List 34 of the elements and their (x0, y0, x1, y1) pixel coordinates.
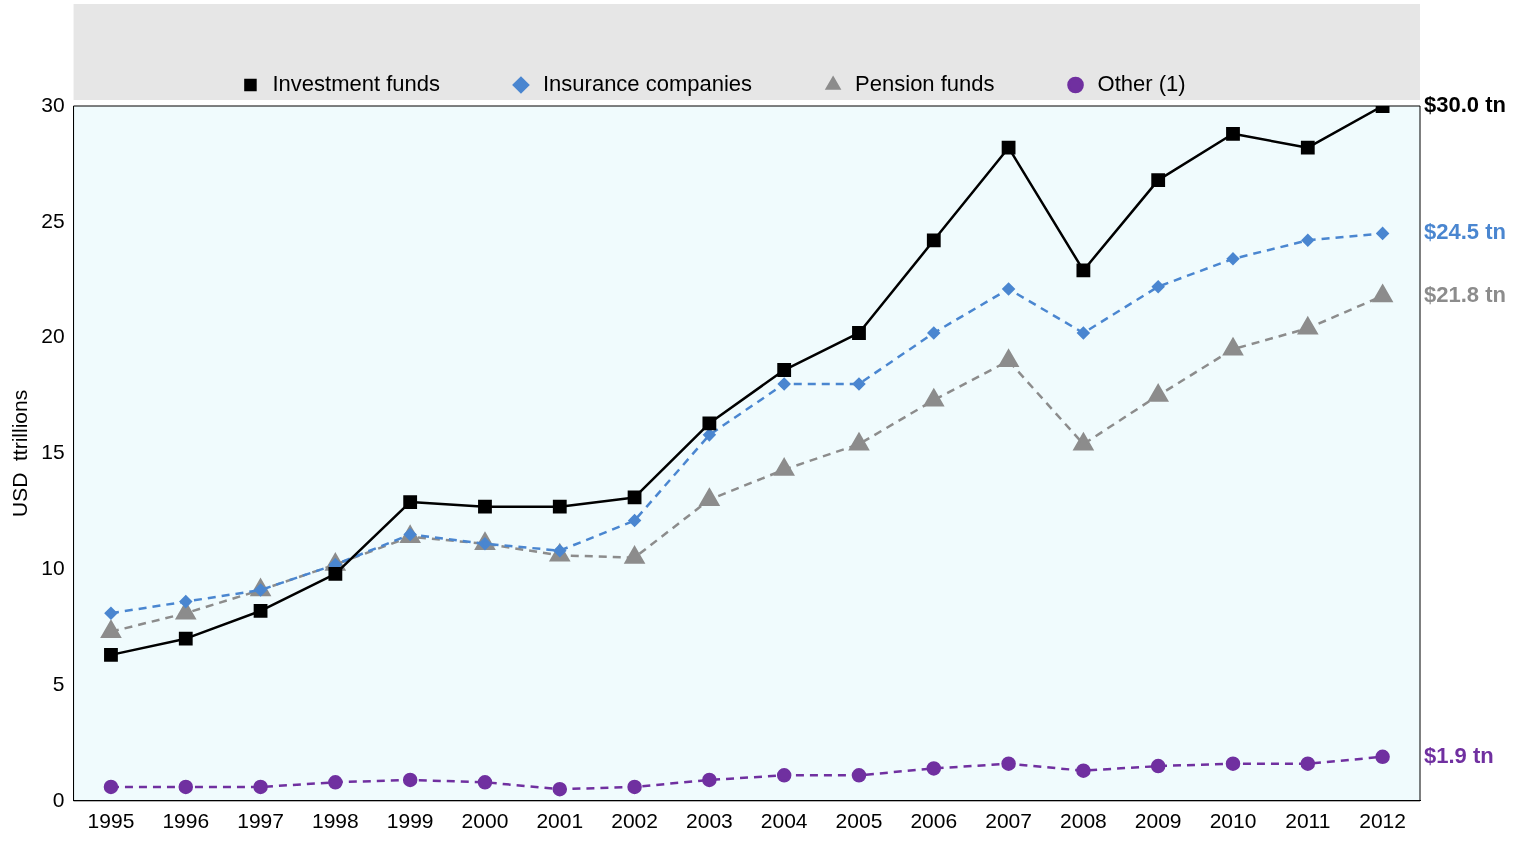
y-tick-label: 30 (41, 92, 65, 116)
x-tick-label: 1998 (312, 809, 359, 833)
x-tick-label: 2004 (760, 809, 808, 833)
x-tick-label: 2009 (1134, 809, 1182, 833)
y-tick-label: 15 (41, 440, 65, 464)
legend-label: Insurance companies (542, 71, 753, 97)
y-axis-title: USD ttrillions (8, 389, 32, 517)
legend-label: Pension funds (855, 71, 995, 97)
annotation: $1.9 tn (1424, 742, 1494, 768)
x-tick-label: 2012 (1359, 809, 1406, 833)
x-tick-label: 2003 (686, 809, 733, 833)
annotation: $24.5 tn (1424, 219, 1506, 245)
y-tick-label: 5 (52, 671, 65, 695)
x-tick-label: 2005 (835, 809, 883, 833)
x-tick-label: 2002 (611, 809, 658, 833)
annotation: $30.0 tn (1424, 92, 1506, 118)
x-tick-label: 2010 (1209, 809, 1257, 833)
x-tick-label: 1999 (386, 809, 434, 833)
y-tick-label: 10 (41, 556, 65, 579)
x-tick-label: 1996 (162, 809, 210, 833)
y-tick-label: 20 (41, 324, 65, 348)
x-tick-label: 2006 (910, 809, 958, 833)
x-tick-label: 2001 (536, 809, 584, 833)
y-tick-label: 25 (41, 208, 65, 232)
x-tick-label: 2008 (1060, 809, 1107, 833)
y-tick-label: 0 (52, 787, 65, 811)
x-tick-label: 2011 (1285, 809, 1331, 833)
legend-label: Investment funds (272, 71, 440, 97)
x-tick-label: 2007 (985, 809, 1032, 833)
annotation: $21.8 tn (1424, 281, 1506, 307)
x-tick-label: 1997 (237, 809, 284, 833)
legend-label: Other (1) (1097, 71, 1186, 97)
x-tick-label: 1995 (87, 809, 135, 833)
x-tick-label: 2000 (461, 809, 509, 833)
